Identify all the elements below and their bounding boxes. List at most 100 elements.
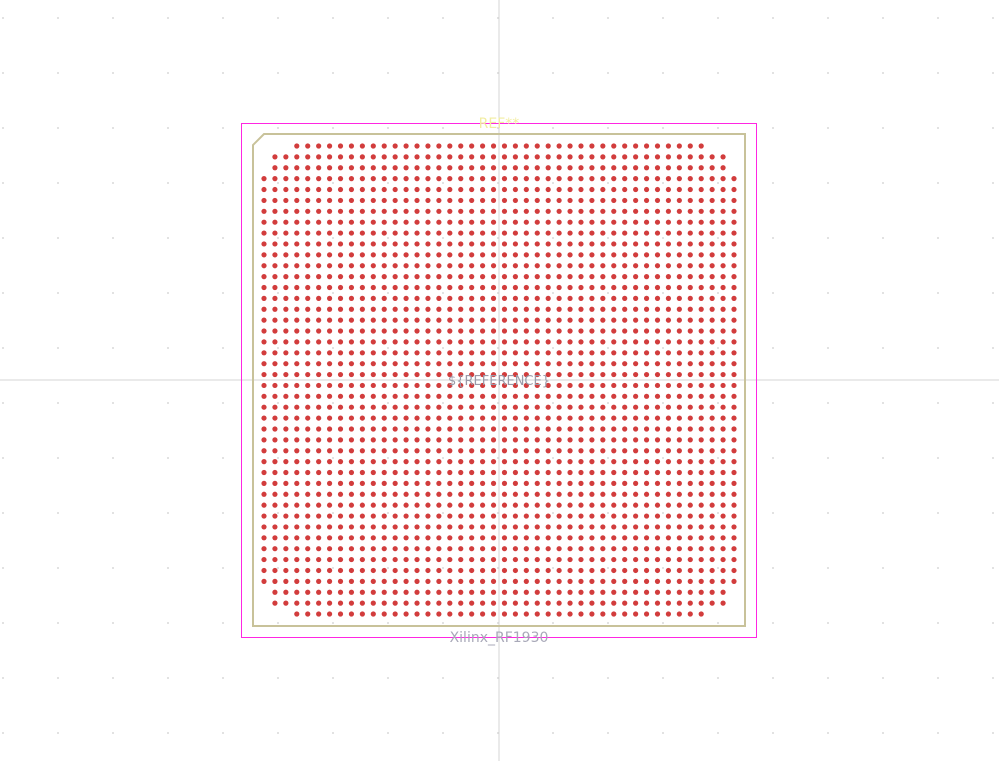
bga-pad[interactable]: [633, 197, 639, 204]
bga-pad[interactable]: [414, 480, 420, 486]
bga-pad[interactable]: [567, 295, 573, 301]
bga-pad[interactable]: [611, 295, 617, 301]
bga-pad[interactable]: [425, 524, 431, 530]
bga-pad[interactable]: [589, 165, 595, 171]
bga-pad[interactable]: [578, 469, 584, 476]
bga-pad[interactable]: [633, 350, 639, 356]
bga-pad[interactable]: [731, 219, 737, 225]
bga-pad[interactable]: [392, 437, 398, 443]
bga-pad[interactable]: [469, 611, 475, 617]
bga-pad[interactable]: [600, 339, 606, 345]
bga-pad[interactable]: [567, 600, 573, 606]
bga-pad[interactable]: [545, 371, 551, 378]
bga-pad[interactable]: [501, 448, 508, 454]
bga-pad[interactable]: [622, 219, 628, 225]
bga-pad[interactable]: [348, 208, 355, 214]
bga-pad[interactable]: [348, 284, 355, 291]
bga-pad[interactable]: [556, 350, 562, 356]
bga-pad[interactable]: [665, 556, 672, 563]
bga-pad[interactable]: [512, 556, 519, 563]
bga-pad[interactable]: [305, 524, 311, 530]
bga-pad[interactable]: [654, 546, 661, 552]
bga-pad[interactable]: [698, 328, 704, 334]
bga-pad[interactable]: [501, 176, 508, 182]
bga-pad[interactable]: [283, 480, 289, 486]
bga-pad[interactable]: [709, 230, 715, 236]
bga-pad[interactable]: [501, 219, 508, 225]
bga-pad[interactable]: [469, 317, 475, 323]
bga-pad[interactable]: [425, 437, 431, 443]
bga-pad[interactable]: [731, 361, 737, 367]
bga-pad[interactable]: [469, 513, 475, 519]
bga-pad[interactable]: [337, 502, 344, 508]
bga-pad[interactable]: [392, 371, 398, 378]
bga-pad[interactable]: [381, 295, 387, 301]
bga-pad[interactable]: [687, 371, 693, 378]
bga-pad[interactable]: [305, 143, 311, 149]
bga-pad[interactable]: [458, 556, 464, 563]
bga-pad[interactable]: [261, 328, 267, 334]
bga-pad[interactable]: [643, 611, 650, 617]
bga-pad[interactable]: [490, 274, 497, 280]
bga-pad[interactable]: [447, 263, 453, 269]
bga-pad[interactable]: [731, 437, 737, 443]
bga-pad[interactable]: [425, 491, 431, 497]
bga-pad[interactable]: [370, 502, 376, 508]
bga-pad[interactable]: [709, 556, 715, 563]
bga-pad[interactable]: [370, 480, 376, 486]
bga-pad[interactable]: [611, 219, 617, 225]
bga-pad[interactable]: [316, 361, 322, 367]
bga-pad[interactable]: [600, 361, 606, 367]
bga-pad[interactable]: [414, 350, 420, 356]
bga-pad[interactable]: [589, 208, 595, 214]
bga-pad[interactable]: [458, 567, 464, 574]
bga-pad[interactable]: [611, 252, 617, 258]
bga-pad[interactable]: [447, 480, 453, 486]
bga-pad[interactable]: [567, 219, 573, 225]
bga-pad[interactable]: [578, 186, 584, 193]
bga-pad[interactable]: [654, 589, 661, 595]
bga-pad[interactable]: [261, 567, 267, 574]
bga-pad[interactable]: [370, 361, 376, 367]
bga-pad[interactable]: [567, 546, 573, 552]
bga-pad[interactable]: [534, 241, 540, 247]
bga-pad[interactable]: [272, 208, 278, 214]
bga-pad[interactable]: [403, 252, 409, 258]
bga-pad[interactable]: [392, 513, 398, 519]
bga-pad[interactable]: [709, 284, 715, 291]
bga-pad[interactable]: [337, 600, 344, 606]
bga-pad[interactable]: [458, 252, 464, 258]
bga-pad[interactable]: [731, 382, 737, 389]
bga-pad[interactable]: [283, 524, 289, 530]
bga-pad[interactable]: [698, 480, 704, 486]
bga-pad[interactable]: [403, 284, 409, 291]
bga-pad[interactable]: [469, 143, 475, 149]
bga-pad[interactable]: [567, 208, 573, 214]
bga-pad[interactable]: [600, 426, 606, 432]
bga-pad[interactable]: [556, 361, 562, 367]
bga-pad[interactable]: [665, 143, 672, 149]
bga-pad[interactable]: [523, 339, 529, 345]
bga-pad[interactable]: [480, 502, 486, 508]
bga-pad[interactable]: [545, 600, 551, 606]
bga-pad[interactable]: [261, 263, 267, 269]
bga-pad[interactable]: [480, 513, 486, 519]
bga-pad[interactable]: [633, 263, 639, 269]
bga-pad[interactable]: [633, 459, 639, 465]
bga-pad[interactable]: [316, 415, 322, 421]
bga-pad[interactable]: [447, 535, 453, 541]
bga-pad[interactable]: [578, 208, 584, 214]
bga-pad[interactable]: [261, 219, 267, 225]
bga-pad[interactable]: [611, 197, 617, 204]
bga-pad[interactable]: [326, 274, 333, 280]
bga-pad[interactable]: [447, 241, 453, 247]
bga-pad[interactable]: [381, 491, 387, 497]
bga-pad[interactable]: [403, 524, 409, 530]
bga-pad[interactable]: [720, 469, 726, 476]
bga-pad[interactable]: [720, 328, 726, 334]
bga-pad[interactable]: [261, 469, 267, 476]
bga-pad[interactable]: [348, 176, 355, 182]
bga-pad[interactable]: [611, 415, 617, 421]
bga-pad[interactable]: [578, 197, 584, 204]
bga-pad[interactable]: [381, 361, 387, 367]
